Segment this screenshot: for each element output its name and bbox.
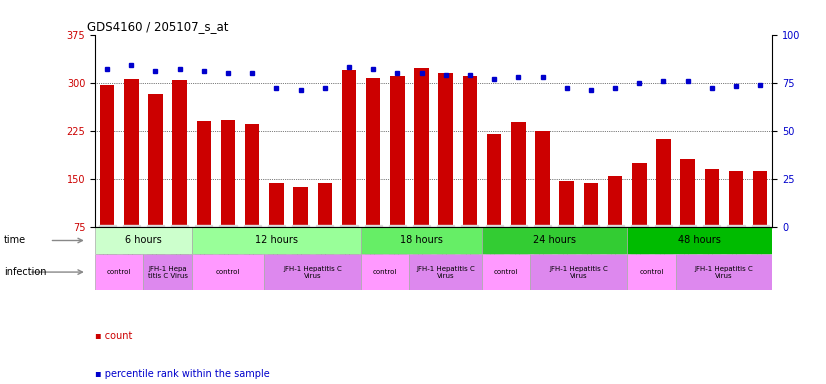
Text: control: control: [494, 269, 519, 275]
Bar: [197, 121, 211, 227]
Text: JFH-1 Hepatitis C
Virus: JFH-1 Hepatitis C Virus: [416, 266, 475, 278]
Text: JFH-1 Hepa
titis C Virus: JFH-1 Hepa titis C Virus: [148, 266, 188, 278]
Text: infection: infection: [4, 267, 46, 277]
Bar: [482, 254, 530, 290]
Text: 12 hours: 12 hours: [255, 235, 298, 245]
Text: ▪ percentile rank within the sample: ▪ percentile rank within the sample: [95, 369, 270, 379]
Bar: [676, 254, 772, 290]
Text: control: control: [216, 269, 240, 275]
Bar: [342, 70, 356, 227]
Text: 6 hours: 6 hours: [125, 235, 162, 245]
Bar: [173, 80, 187, 227]
Bar: [361, 227, 482, 254]
Bar: [656, 139, 671, 227]
Bar: [293, 187, 308, 227]
Bar: [100, 85, 114, 227]
Bar: [95, 254, 144, 290]
Bar: [463, 76, 477, 227]
Text: control: control: [107, 269, 131, 275]
Bar: [584, 182, 598, 227]
Bar: [264, 254, 361, 290]
Bar: [632, 163, 647, 227]
Bar: [148, 93, 163, 227]
Bar: [361, 254, 410, 290]
Bar: [144, 254, 192, 290]
Bar: [729, 171, 743, 227]
Text: ▪ count: ▪ count: [95, 331, 132, 341]
Bar: [627, 227, 772, 254]
Bar: [487, 134, 501, 227]
Text: GDS4160 / 205107_s_at: GDS4160 / 205107_s_at: [87, 20, 228, 33]
Bar: [511, 122, 525, 227]
Bar: [124, 79, 139, 227]
Bar: [95, 227, 192, 254]
Bar: [221, 121, 235, 227]
Bar: [753, 171, 767, 227]
Bar: [681, 159, 695, 227]
Bar: [366, 78, 381, 227]
Text: 24 hours: 24 hours: [533, 235, 576, 245]
Text: control: control: [639, 269, 663, 275]
Bar: [192, 227, 361, 254]
Bar: [608, 175, 622, 227]
Text: JFH-1 Hepatitis C
Virus: JFH-1 Hepatitis C Virus: [695, 266, 753, 278]
Bar: [192, 254, 264, 290]
Bar: [627, 254, 676, 290]
Bar: [559, 181, 574, 227]
Text: 48 hours: 48 hours: [678, 235, 721, 245]
Text: JFH-1 Hepatitis C
Virus: JFH-1 Hepatitis C Virus: [283, 266, 342, 278]
Bar: [439, 73, 453, 227]
Text: JFH-1 Hepatitis C
Virus: JFH-1 Hepatitis C Virus: [549, 266, 608, 278]
Bar: [535, 131, 550, 227]
Bar: [415, 68, 429, 227]
Bar: [705, 169, 719, 227]
Bar: [317, 183, 332, 227]
Bar: [410, 254, 482, 290]
Bar: [245, 124, 259, 227]
Text: 18 hours: 18 hours: [400, 235, 443, 245]
Bar: [530, 254, 627, 290]
Bar: [390, 76, 405, 227]
Text: time: time: [4, 235, 26, 245]
Text: control: control: [373, 269, 397, 275]
Bar: [482, 227, 627, 254]
Bar: [269, 183, 283, 227]
